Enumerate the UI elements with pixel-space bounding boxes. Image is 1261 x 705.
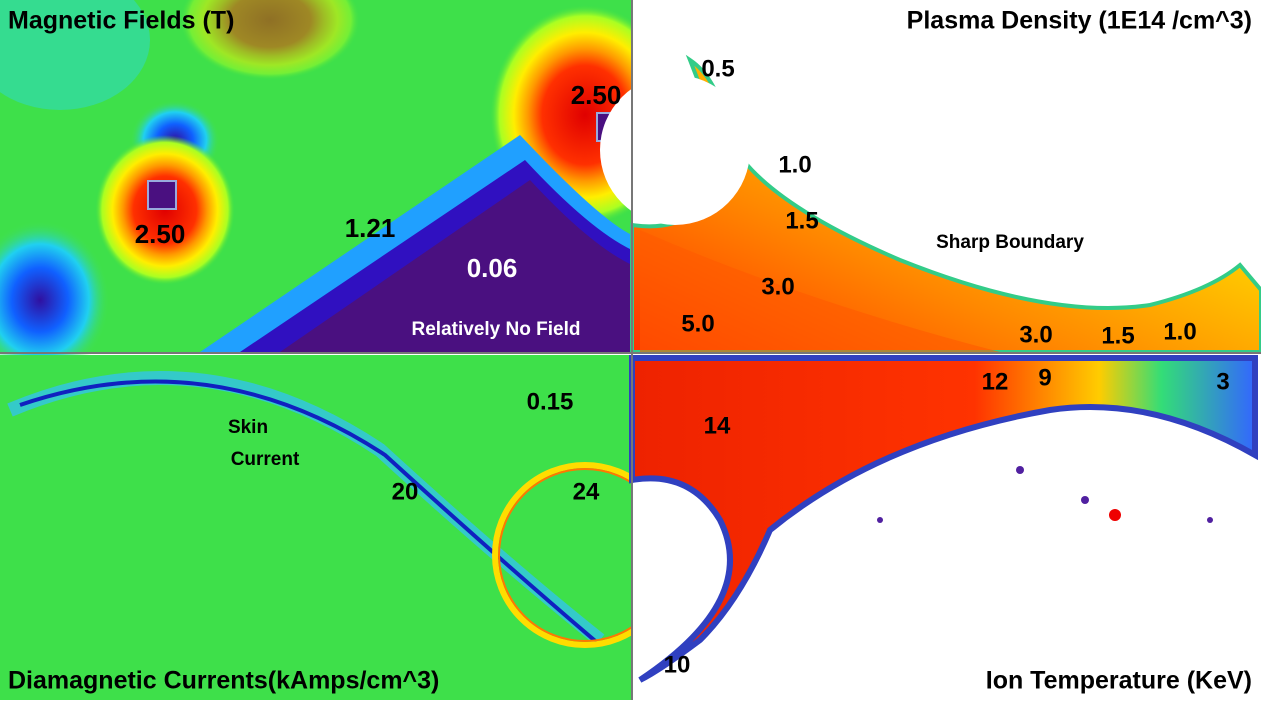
contour-label: 9 xyxy=(1038,364,1051,391)
contour-label: 1.21 xyxy=(345,213,396,243)
coil-void xyxy=(600,75,750,225)
panel-title: Plasma Density (1E14 /cm^3) xyxy=(907,7,1252,35)
contour-label: 3.0 xyxy=(761,273,794,300)
figure: Magnetic Fields (T) 2.50 2.50 1.21 0.06 Relat… xyxy=(0,0,1261,700)
contour-label: Relatively No Field xyxy=(412,319,581,340)
contour-label: 5.0 xyxy=(681,310,714,337)
contour-label: 1.0 xyxy=(778,151,811,178)
contour-label: Sharp Boundary xyxy=(936,232,1084,253)
contour-label: 1.0 xyxy=(1163,318,1196,345)
speck xyxy=(877,517,883,523)
contour-label: 10 xyxy=(664,651,691,678)
contour-label: Skin xyxy=(228,417,268,438)
speck xyxy=(1109,509,1121,521)
panel-title: Ion Temperature (KeV) xyxy=(986,667,1252,695)
panel-currents xyxy=(0,355,675,700)
speck xyxy=(1207,517,1213,523)
speck xyxy=(1016,466,1024,474)
speck xyxy=(1081,496,1089,504)
contour-label: 0.15 xyxy=(527,388,574,415)
contour-label: 3.0 xyxy=(1019,321,1052,348)
contour-label: 2.50 xyxy=(571,80,622,110)
contour-label: 20 xyxy=(392,478,419,505)
coil xyxy=(148,181,176,209)
panel-title: Magnetic Fields (T) xyxy=(8,7,234,35)
contour-label: 24 xyxy=(573,478,600,505)
panel-title: Diamagnetic Currents(kAmps/cm^3) xyxy=(8,667,439,695)
contour-label: 0.5 xyxy=(701,55,734,82)
contour-label: 0.06 xyxy=(467,253,518,283)
contour-label: 3 xyxy=(1216,368,1229,395)
contour-label: 14 xyxy=(704,412,731,439)
panel-temperature xyxy=(632,355,1261,700)
contour-label: 12 xyxy=(982,368,1009,395)
contour-label: 1.5 xyxy=(1101,322,1134,349)
panel-density xyxy=(600,0,1261,352)
contour-label: 2.50 xyxy=(135,219,186,249)
contour-label: Current xyxy=(231,449,300,470)
contour-label: 1.5 xyxy=(785,207,818,234)
